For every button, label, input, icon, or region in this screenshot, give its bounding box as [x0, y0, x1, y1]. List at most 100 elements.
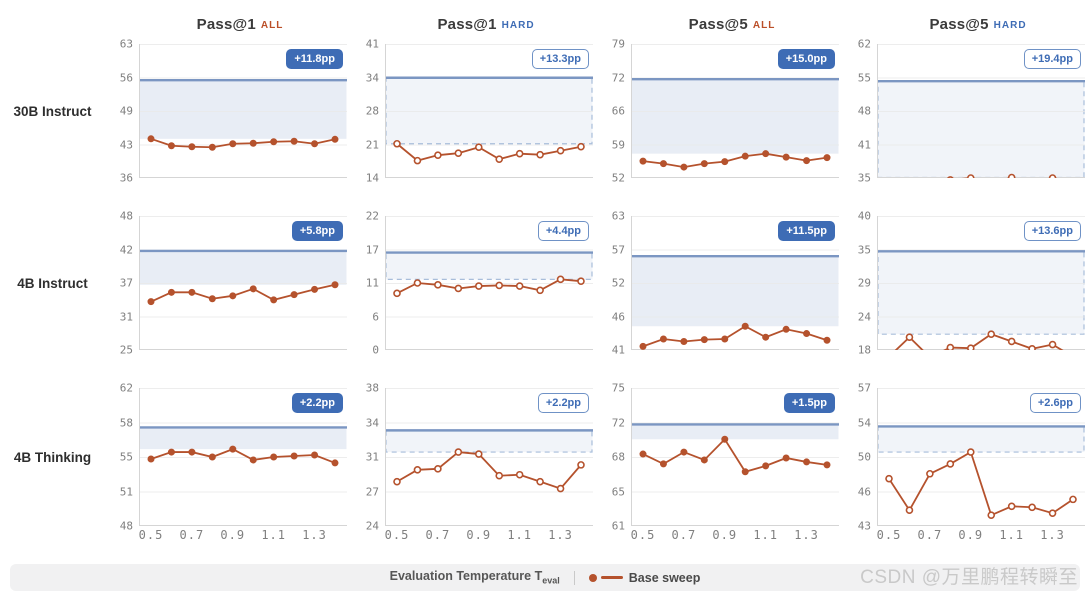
y-tick-label: 29: [857, 276, 871, 290]
data-point-marker: [147, 135, 155, 143]
y-tick-label: 61: [611, 519, 625, 533]
x-tick-label: 1.1: [261, 528, 286, 542]
delta-badge: +1.5pp: [783, 393, 835, 413]
y-axis-ticks: 38 34 31 27 24: [351, 382, 385, 533]
y-tick-label: 62: [857, 37, 871, 51]
chart-row: 4B Instruct 48 42 37 31 25 +5.8pp 22 17 11 6 0 +4.4p…: [0, 210, 1090, 357]
data-point-marker: [823, 461, 831, 469]
y-tick-label: 40: [857, 209, 871, 223]
chart-cell: 62 58 55 51 48 +2.2pp 0.5 0.7 0.9 1.1 1.3: [105, 382, 351, 542]
chart-row: 4B Thinking 62 58 55 51 48 +2.2pp 0.5 0.7 0.9 1.1 1…: [0, 382, 1090, 542]
improvement-band: [877, 426, 1085, 453]
data-point-marker: [1007, 173, 1016, 178]
y-axis-ticks: 22 17 11 6 0: [351, 210, 385, 357]
x-tick-label: 1.1: [999, 528, 1024, 542]
data-point-marker: [229, 292, 237, 300]
data-point-marker: [167, 142, 175, 150]
data-point-marker: [290, 291, 298, 299]
delta-badge: +4.4pp: [537, 221, 589, 241]
data-point-marker: [147, 298, 155, 306]
delta-badge: +19.4pp: [1023, 49, 1081, 69]
footer-bar: Evaluation Temperature Teval Base sweep: [10, 564, 1080, 591]
y-tick-label: 41: [365, 37, 379, 51]
data-point-marker: [249, 285, 257, 293]
line-series: [642, 325, 828, 348]
delta-badge: +11.5pp: [778, 221, 835, 241]
y-tick-label: 31: [119, 310, 133, 323]
data-point-marker: [905, 333, 914, 342]
y-tick-label: 54: [857, 416, 871, 429]
data-point-marker: [1007, 337, 1016, 346]
data-point-marker: [208, 143, 216, 151]
y-tick-label: 36: [119, 171, 133, 185]
data-point-marker: [823, 154, 831, 162]
y-tick-label: 43: [119, 138, 133, 151]
y-tick-label: 35: [857, 171, 871, 185]
chart-cell: 41 34 28 21 14 +13.3pp: [351, 38, 597, 185]
data-point-marker: [515, 470, 524, 479]
data-point-marker: [536, 477, 544, 486]
y-tick-label: 21: [365, 138, 379, 151]
x-tick-label: 0.7: [917, 528, 943, 542]
data-point-marker: [803, 330, 811, 338]
data-point-marker: [947, 176, 954, 178]
delta-badge: +2.2pp: [291, 393, 343, 413]
chart-cell: 40 35 29 24 18 +13.6pp: [843, 210, 1089, 357]
plot-area: +15.0pp: [631, 44, 839, 178]
x-tick-label: 1.3: [794, 528, 819, 542]
data-point-marker: [762, 150, 770, 158]
data-point-marker: [311, 140, 319, 148]
data-point-marker: [495, 281, 504, 290]
metric-title: Pass@1: [437, 16, 497, 33]
x-tick-label: 0.9: [958, 528, 984, 542]
row-label: 4B Thinking: [13, 449, 92, 465]
data-point-marker: [188, 448, 196, 456]
line-series: [150, 283, 336, 303]
y-tick-label: 55: [119, 450, 133, 464]
data-point-marker: [536, 150, 544, 159]
y-tick-label: 51: [119, 485, 133, 498]
delta-badge: +13.6pp: [1023, 221, 1081, 241]
x-axis-title: Evaluation Temperature Teval: [389, 569, 560, 586]
y-tick-label: 11: [365, 276, 379, 290]
data-point-marker: [434, 465, 442, 473]
y-tick-label: 68: [611, 450, 625, 464]
chart-grid: Pass@1 ALL Pass@1 HARD Pass@5 ALL Pass@5 HARD 30…: [0, 16, 1090, 542]
x-axis-ticks: 0.5 0.7 0.9 1.1 1.3: [139, 526, 347, 544]
data-point-marker: [311, 451, 319, 459]
data-point-marker: [1048, 174, 1057, 178]
improvement-band: [631, 256, 839, 327]
improvement-band: [631, 79, 839, 154]
y-tick-label: 43: [857, 519, 871, 533]
y-tick-label: 63: [611, 209, 625, 223]
data-point-marker: [966, 448, 975, 456]
column-header: Pass@1 ALL: [105, 16, 351, 34]
subset-tag: HARD: [993, 20, 1027, 31]
data-point-marker: [413, 156, 422, 165]
data-point-marker: [659, 335, 667, 343]
y-tick-label: 48: [119, 519, 133, 533]
plot-area: +19.4pp: [877, 44, 1085, 178]
improvement-band: [385, 430, 593, 453]
delta-badge: +2.2pp: [537, 393, 589, 413]
data-point-marker: [762, 333, 770, 341]
data-point-marker: [721, 335, 729, 343]
x-axis-title-subscript: eval: [542, 575, 560, 586]
legend-label: Base sweep: [628, 570, 701, 585]
plot-area: +4.4pp: [385, 216, 593, 350]
y-tick-label: 48: [119, 209, 133, 223]
y-axis-ticks: 41 34 28 21 14: [351, 38, 385, 185]
data-point-marker: [495, 155, 504, 163]
x-tick-label: 1.1: [507, 528, 532, 542]
data-point-marker: [495, 471, 504, 480]
data-point-marker: [987, 511, 996, 519]
plot-area: +2.2pp 0.5 0.7 0.9 1.1 1.3: [385, 388, 593, 542]
line-series: [888, 450, 1074, 517]
y-tick-label: 62: [119, 381, 133, 395]
data-point-marker: [229, 140, 237, 148]
chart-cell: 79 72 66 59 52 +15.0pp: [597, 38, 843, 185]
y-tick-label: 28: [365, 104, 379, 118]
y-tick-label: 56: [119, 71, 133, 84]
chart-cell: 63 57 52 46 41 +11.5pp: [597, 210, 843, 357]
data-point-marker: [659, 460, 667, 468]
